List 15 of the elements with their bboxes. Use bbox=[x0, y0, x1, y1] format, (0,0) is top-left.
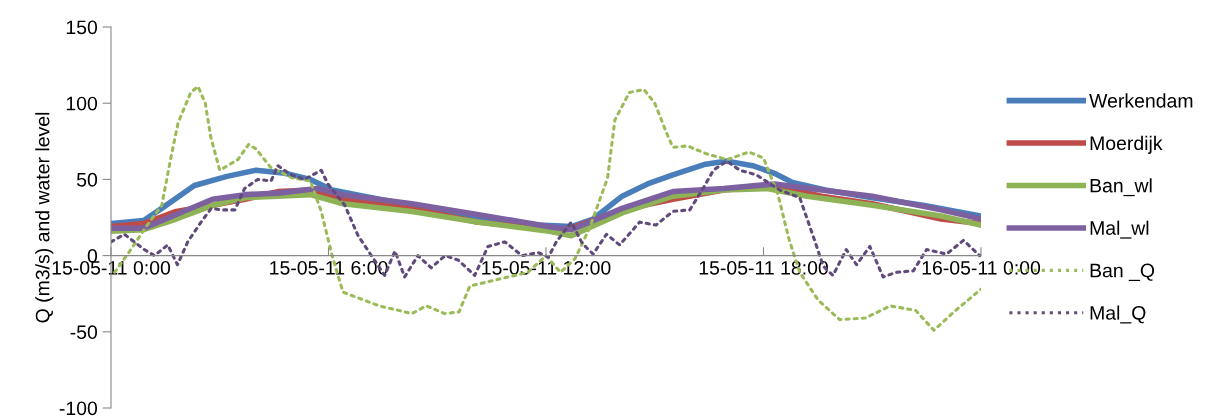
y-tick-label: 50 bbox=[76, 172, 98, 187]
y-tick-label: 100 bbox=[66, 96, 98, 111]
x-tick-label: 15-05-11 0:00 bbox=[52, 260, 171, 275]
y-axis-title: Q (m3/s) and water level bbox=[35, 112, 54, 323]
x-tick-label: 16-05-11 0:00 bbox=[922, 260, 1041, 275]
legend-label: Mal_Q bbox=[1090, 305, 1146, 324]
legend-label: Ban _Q bbox=[1090, 263, 1155, 282]
legend-label: Ban_wl bbox=[1090, 178, 1152, 197]
y-tick-label: -50 bbox=[70, 325, 98, 340]
legend-label: Werkendam bbox=[1089, 93, 1193, 108]
y-tick-label: 0 bbox=[87, 249, 98, 263]
legend-label: Moerdijk bbox=[1090, 135, 1163, 154]
y-tick-label: -100 bbox=[59, 401, 98, 416]
y-tick-label: 150 bbox=[66, 20, 98, 35]
legend-label: Mal_wl bbox=[1090, 220, 1149, 239]
